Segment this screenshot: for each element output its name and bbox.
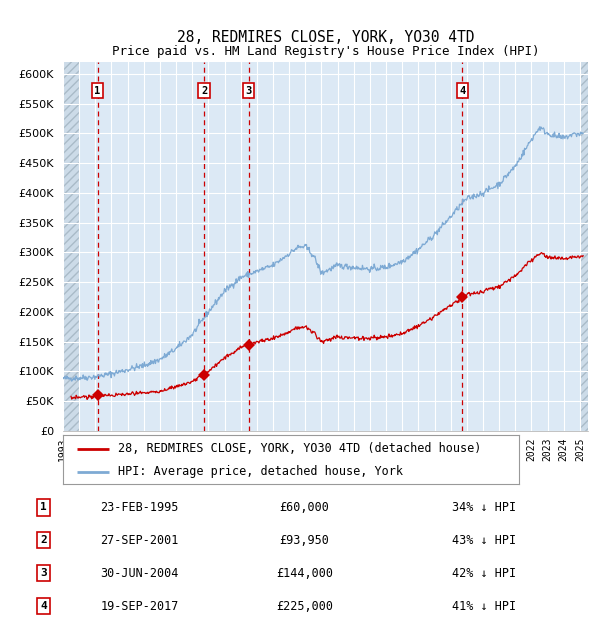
Text: 41% ↓ HPI: 41% ↓ HPI <box>452 600 516 613</box>
Text: Price paid vs. HM Land Registry's House Price Index (HPI): Price paid vs. HM Land Registry's House … <box>112 45 539 58</box>
Text: 28, REDMIRES CLOSE, YORK, YO30 4TD: 28, REDMIRES CLOSE, YORK, YO30 4TD <box>177 30 474 45</box>
Text: 1: 1 <box>40 502 47 513</box>
Text: £93,950: £93,950 <box>280 534 329 547</box>
Text: 43% ↓ HPI: 43% ↓ HPI <box>452 534 516 547</box>
Text: 2: 2 <box>201 86 208 95</box>
Bar <box>580 62 588 431</box>
Text: 23-FEB-1995: 23-FEB-1995 <box>100 501 179 514</box>
Text: 4: 4 <box>459 86 466 95</box>
Text: HPI: Average price, detached house, York: HPI: Average price, detached house, York <box>118 465 403 478</box>
Text: 34% ↓ HPI: 34% ↓ HPI <box>452 501 516 514</box>
Text: 30-JUN-2004: 30-JUN-2004 <box>100 567 179 580</box>
Text: 28, REDMIRES CLOSE, YORK, YO30 4TD (detached house): 28, REDMIRES CLOSE, YORK, YO30 4TD (deta… <box>118 442 481 455</box>
Text: £60,000: £60,000 <box>280 501 329 514</box>
Text: £225,000: £225,000 <box>276 600 333 613</box>
Text: 27-SEP-2001: 27-SEP-2001 <box>100 534 179 547</box>
Text: 42% ↓ HPI: 42% ↓ HPI <box>452 567 516 580</box>
Text: 3: 3 <box>245 86 252 95</box>
Text: 19-SEP-2017: 19-SEP-2017 <box>100 600 179 613</box>
Text: £144,000: £144,000 <box>276 567 333 580</box>
Text: 3: 3 <box>40 568 47 578</box>
Text: 4: 4 <box>40 601 47 611</box>
Bar <box>63 62 79 431</box>
Text: 2: 2 <box>40 535 47 546</box>
Text: 1: 1 <box>94 86 101 95</box>
